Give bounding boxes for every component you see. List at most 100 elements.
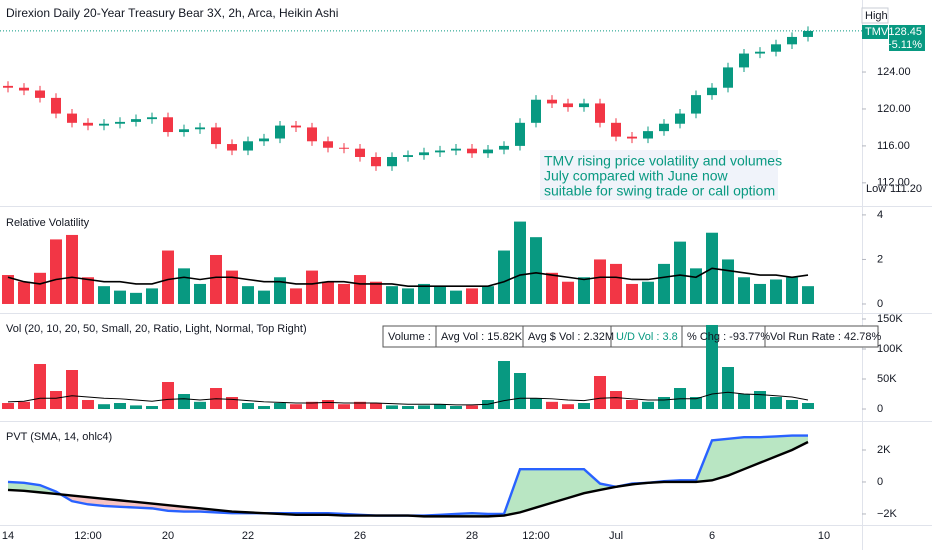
candle-body	[723, 67, 733, 88]
info-text: Vol Run Rate : 42.78%	[770, 331, 882, 343]
chart-title: Direxion Daily 20-Year Treasury Bear 3X,…	[6, 6, 338, 20]
bar	[770, 279, 782, 304]
y-tick-label: 116.00	[877, 140, 910, 152]
pvt-fill	[8, 481, 24, 491]
annotation-text: suitable for swing trade or call optiom	[544, 183, 775, 199]
bar	[130, 405, 142, 410]
bar	[594, 259, 606, 304]
y-tick-label: 0	[877, 476, 883, 488]
pvt-fill	[520, 469, 536, 513]
bar	[146, 406, 158, 410]
bar	[194, 401, 206, 410]
pvt-fill	[712, 438, 728, 481]
candle-body	[387, 156, 397, 167]
info-text: % Chg : -93.77%	[687, 331, 770, 343]
candle-body	[211, 127, 221, 145]
info-box	[382, 325, 879, 348]
bar	[18, 281, 30, 304]
bar	[530, 398, 542, 410]
bar	[242, 286, 254, 304]
bar	[34, 363, 46, 410]
y-tick-label: 0	[877, 298, 883, 310]
average-line	[7, 391, 809, 406]
bar	[34, 272, 46, 304]
bar	[786, 400, 798, 410]
candle-body	[51, 97, 61, 114]
bar	[162, 250, 174, 304]
bar	[738, 394, 750, 410]
bar	[338, 283, 350, 304]
candle-body	[323, 141, 333, 148]
bar	[434, 404, 446, 410]
bar	[290, 288, 302, 304]
candle-body	[659, 123, 669, 132]
candle-body	[83, 122, 93, 126]
high-badge	[861, 7, 889, 24]
series-line	[7, 440, 809, 518]
bar	[674, 241, 686, 304]
bar	[114, 290, 126, 304]
bar	[786, 277, 798, 304]
candle-body	[115, 121, 125, 124]
candle-body	[67, 113, 77, 123]
bar	[66, 370, 78, 410]
x-tick-label: 10	[818, 530, 830, 542]
y-tick-label: −2K	[877, 508, 898, 520]
info-text: Avg $ Vol : 2.32M	[528, 331, 614, 343]
bar	[754, 391, 766, 410]
candle-body	[19, 87, 29, 91]
y-tick-label: 124.00	[877, 66, 911, 78]
candle-body	[227, 144, 237, 151]
bar	[434, 286, 446, 304]
bar	[690, 268, 702, 304]
bar	[50, 239, 62, 304]
bar	[386, 405, 398, 410]
bar	[162, 382, 174, 410]
bar	[2, 275, 14, 304]
bar	[722, 259, 734, 304]
x-tick-label: 14	[2, 530, 14, 542]
bar	[770, 397, 782, 410]
bar	[802, 286, 814, 304]
candle-body	[419, 152, 429, 156]
bar	[418, 405, 430, 410]
bar	[658, 397, 670, 410]
candle-body	[563, 103, 573, 108]
y-tick-label: 2K	[877, 444, 891, 456]
candle-body	[739, 53, 749, 68]
candle-body	[643, 131, 653, 139]
candle-body	[579, 103, 589, 108]
bar	[258, 406, 270, 410]
candle-body	[531, 99, 541, 123]
candle-body	[499, 145, 509, 150]
bar	[610, 263, 622, 304]
low-label: Low	[866, 183, 886, 195]
symbol-badge	[862, 25, 888, 39]
candle-body	[707, 87, 717, 96]
candle-body	[147, 117, 157, 120]
bar	[626, 400, 638, 410]
bar	[354, 275, 366, 304]
bar	[626, 283, 638, 304]
bar	[146, 288, 158, 304]
bar	[322, 400, 334, 410]
bar	[210, 254, 222, 304]
bar	[98, 404, 110, 410]
bar	[690, 397, 702, 410]
candle-body	[611, 122, 621, 137]
y-tick-label: 50K	[877, 373, 897, 385]
candle-body	[595, 103, 605, 123]
bar	[2, 403, 14, 410]
panel-title: PVT (SMA, 14, ohlc4)	[6, 431, 112, 443]
pvt-fill	[792, 435, 808, 450]
y-tick-label: 4	[877, 209, 883, 221]
candle-body	[179, 129, 189, 133]
info-text: U/D Vol : 3.8	[616, 331, 678, 343]
bar	[642, 281, 654, 304]
bar	[578, 403, 590, 410]
bar	[402, 288, 414, 304]
bar	[466, 405, 478, 410]
x-tick-label: 26	[354, 530, 366, 542]
